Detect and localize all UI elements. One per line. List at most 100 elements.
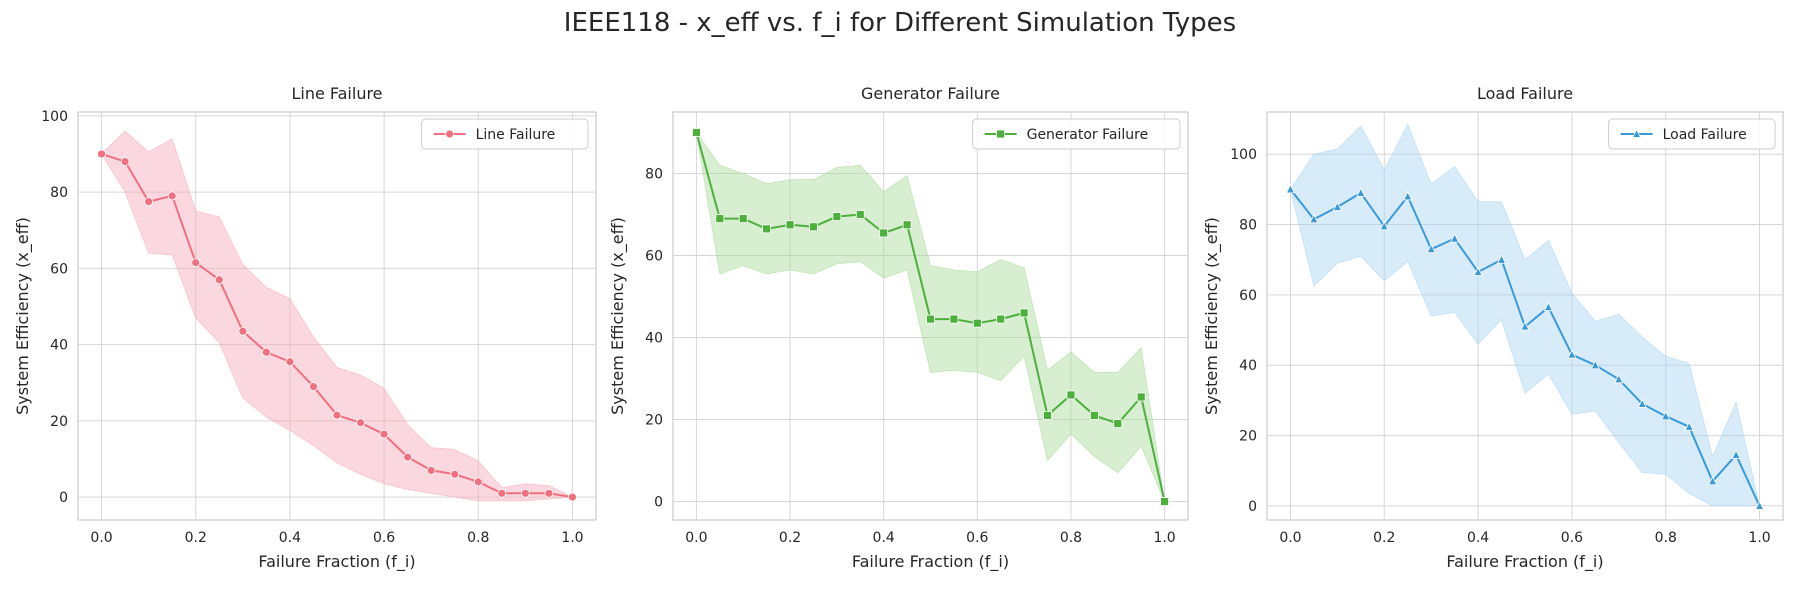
panel-generator-failure-legend-marker	[996, 129, 1005, 139]
panel-generator-failure-series-generator-failure-point	[972, 318, 982, 328]
panel-generator-failure-series-generator-failure-point	[902, 220, 912, 230]
panel-line-failure-series-line-failure-point	[120, 157, 130, 166]
panel-load-failure-series-load-failure-point	[1590, 359, 1601, 370]
panel-load-failure: 0.0 0.2 0.4 0.6 0.8 1.0 0 20 40 60 80 100 Load Failu…	[1202, 84, 1784, 572]
panel-generator-failure-ytick-label: 20	[645, 413, 663, 429]
panel-line-failure-series-line-failure-point	[450, 469, 460, 479]
panel-generator-failure: 0.0 0.2 0.4 0.6 0.8 1.0 0 20 40 60 80 Generator Fai…	[608, 84, 1189, 572]
panel-load-failure-series-load-failure-point	[1426, 243, 1436, 254]
panel-generator-failure-series-generator-failure-point	[1043, 411, 1052, 420]
panel-generator-failure-xtick-label: 0.4	[873, 530, 895, 546]
panel-generator-failure-series-generator-failure-point	[1160, 497, 1169, 506]
panel-load-failure-ytick-label: 80	[1239, 218, 1257, 234]
panel-line-failure-xtick-label: 0.2	[185, 530, 207, 546]
panel-line-failure-series-line-failure-point	[144, 197, 154, 207]
panel-generator-failure-series-generator-failure-point	[785, 220, 795, 230]
panel-generator-failure-series-generator-failure-point	[1113, 419, 1123, 429]
panel-load-failure-xtick-label: 0.2	[1373, 530, 1395, 546]
panel-line-failure-ytick-label: 0	[59, 490, 68, 506]
panel-load-failure-series-load-failure-point	[1614, 373, 1624, 384]
panel-line-failure-ytick-label: 60	[50, 261, 68, 277]
panel-load-failure-plot-area	[1266, 111, 1784, 521]
panel-line-failure-series-line-failure-point	[238, 326, 248, 336]
panel-load-failure-xtick-label: 0.0	[1279, 530, 1301, 546]
panel-line-failure-xtick-label: 0.6	[373, 530, 395, 546]
panel-line-failure-series-line-failure-point	[191, 258, 201, 268]
panel-line-failure-series-line-failure-point	[520, 488, 530, 498]
panel-line-failure-ylabel: System Efficiency (x_eff)	[13, 217, 33, 415]
chart-panels: 0.0 0.2 0.4 0.6 0.8 1.0 0 20 40 60 80 100 Line Failu…	[13, 84, 1784, 572]
panel-line-failure-series-line-failure-point	[473, 477, 483, 487]
panel-line-failure-xtick-label: 1.0	[561, 530, 583, 546]
panel-generator-failure-series-generator-failure-point	[762, 224, 772, 234]
panel-load-failure-series-load-failure-point	[1567, 349, 1577, 359]
panel-line-failure-ytick-label: 40	[50, 338, 68, 354]
panel-line-failure: 0.0 0.2 0.4 0.6 0.8 1.0 0 20 40 60 80 100 Line Failu…	[13, 84, 597, 572]
panel-line-failure-ytick-label: 100	[41, 109, 68, 125]
panel-load-failure-legend-box	[1608, 118, 1776, 150]
panel-load-failure-series-load-failure-point	[1309, 213, 1319, 224]
panel-line-failure-plot-area	[77, 111, 597, 521]
panel-line-failure-series-line-failure-point	[426, 466, 436, 475]
panel-load-failure-series-load-failure-point	[1285, 183, 1296, 194]
panel-generator-failure-legend-box	[972, 118, 1181, 150]
panel-generator-failure-series-generator-failure-point	[1066, 390, 1076, 400]
panel-load-failure-series-load-failure-point	[1356, 187, 1366, 197]
panel-load-failure-ytick-label: 100	[1230, 147, 1257, 163]
panel-generator-failure-series-generator-failure-point	[715, 214, 725, 224]
panel-generator-failure-xtick-label: 0.6	[966, 530, 988, 546]
panel-load-failure-ylabel: System Efficiency (x_eff)	[1202, 217, 1222, 415]
panel-load-failure-series-load-failure-point	[1684, 421, 1694, 431]
panel-line-failure-series-line-failure-point	[568, 492, 577, 502]
panel-generator-failure-series-generator-failure-point	[1019, 308, 1029, 318]
panel-generator-failure-series-generator-failure-point	[738, 214, 748, 224]
panel-generator-failure-series-generator-failure-point	[692, 128, 701, 137]
panel-line-failure-series-line-failure-point	[544, 488, 554, 498]
panel-load-failure-series-load-failure-point	[1754, 500, 1765, 510]
panel-load-failure-series-load-failure-point	[1637, 398, 1647, 408]
panel-generator-failure-xtick-label: 0.0	[685, 530, 707, 546]
panel-load-failure-series-load-failure-point	[1403, 191, 1413, 201]
panel-line-failure-xtick-label: 0.4	[279, 530, 301, 546]
panel-line-failure-ytick-label: 80	[50, 185, 68, 201]
panel-load-failure-ytick-label: 40	[1239, 358, 1257, 374]
panel-load-failure-xtick-label: 0.4	[1467, 530, 1489, 546]
panel-generator-failure-series-generator-failure-point	[1089, 411, 1099, 420]
panel-line-failure-title: Line Failure	[291, 84, 382, 103]
panel-line-failure-xtick-label: 0.8	[467, 530, 489, 546]
panel-line-failure-xlabel: Failure Fraction (f_i)	[258, 552, 415, 572]
panel-line-failure-legend: Line Failure	[421, 118, 589, 150]
panel-generator-failure-ylabel: System Efficiency (x_eff)	[608, 217, 628, 415]
panel-line-failure-series-line-failure-point	[379, 429, 389, 439]
panel-line-failure-series-line-failure-point	[356, 418, 365, 428]
panel-line-failure-legend-box	[421, 118, 589, 150]
panel-load-failure-series-load-failure-point	[1473, 266, 1483, 276]
panel-load-failure-xlabel: Failure Fraction (f_i)	[1446, 552, 1603, 572]
panel-load-failure-legend-marker	[1631, 128, 1642, 138]
panel-generator-failure-xtick-label: 1.0	[1153, 530, 1175, 546]
panel-load-failure-series-load-failure-point	[1496, 254, 1507, 264]
figure-title: IEEE118 - x_eff vs. f_i for Different Si…	[564, 8, 1236, 38]
panel-generator-failure-xlabel: Failure Fraction (f_i)	[852, 552, 1009, 572]
panel-generator-failure-legend-label: Generator Failure	[1027, 127, 1149, 143]
panel-generator-failure-ytick-label: 40	[645, 331, 663, 347]
panel-load-failure-series-load-failure-point	[1449, 233, 1460, 243]
panel-load-failure-series-load-failure-point	[1332, 201, 1343, 211]
panel-load-failure-series-load-failure-point	[1379, 220, 1389, 231]
panel-generator-failure-ytick-label: 80	[645, 167, 663, 183]
panel-line-failure-series-line-failure-point	[97, 149, 106, 159]
panel-load-failure-ytick-label: 60	[1239, 288, 1257, 304]
panel-line-failure-series-line-failure-point	[497, 488, 507, 498]
panel-load-failure-legend: Load Failure	[1608, 118, 1776, 150]
panel-load-failure-series-load-failure-point	[1543, 301, 1554, 312]
panel-generator-failure-series-generator-failure-point	[1136, 392, 1146, 402]
panel-load-failure-xtick-label: 0.8	[1655, 530, 1677, 546]
panel-load-failure-ytick-label: 20	[1239, 429, 1257, 445]
panel-line-failure-series-line-failure-point	[285, 357, 295, 367]
panel-line-failure-series-line-failure-point	[214, 275, 224, 285]
panel-generator-failure-series-generator-failure-point	[832, 212, 842, 221]
panel-generator-failure-series-generator-failure-point	[809, 222, 818, 232]
panel-line-failure-series-line-failure-point	[403, 452, 413, 462]
panel-load-failure-title: Load Failure	[1477, 84, 1573, 103]
